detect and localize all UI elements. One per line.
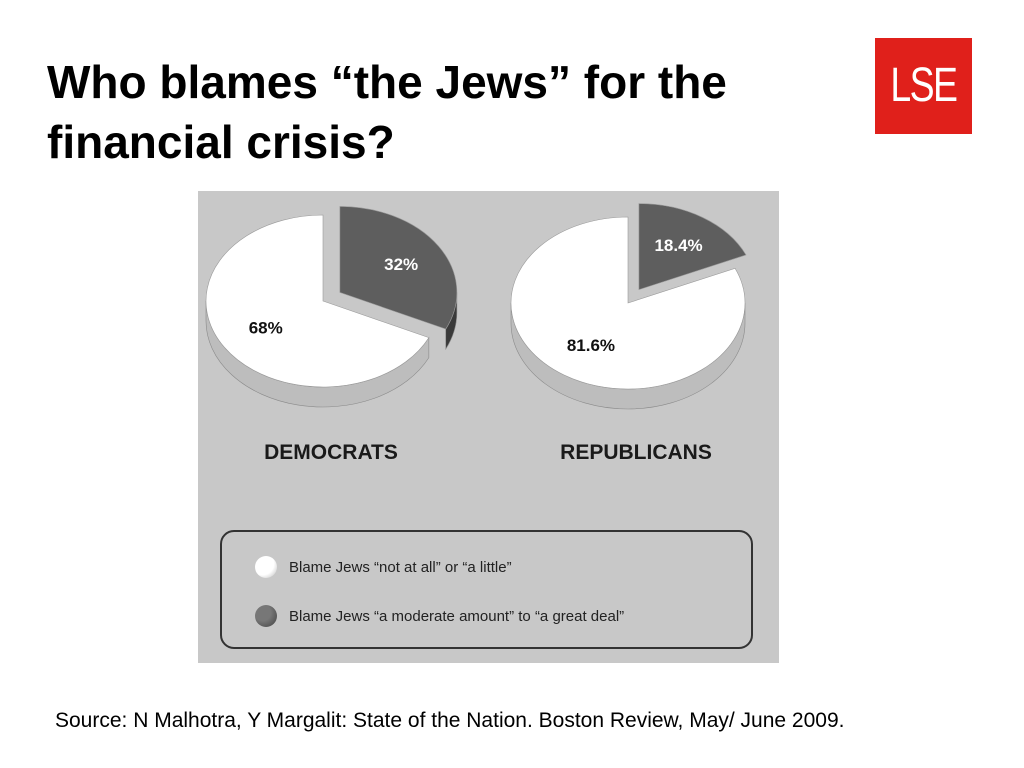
pie-charts-svg: 68% 32% DEMOCRATS 81.6% 18.4% REPUBLICANS bbox=[205, 203, 747, 464]
pie-slice-dark bbox=[339, 206, 458, 330]
pie-slice-label: 18.4% bbox=[654, 236, 702, 255]
pie-republicans: 81.6% 18.4% REPUBLICANS bbox=[510, 203, 747, 464]
legend-swatch-white bbox=[255, 556, 277, 578]
title-line-1: Who blames “the Jews” for the bbox=[47, 56, 727, 108]
pie-slice-label: 81.6% bbox=[567, 336, 615, 355]
pie-group-label: REPUBLICANS bbox=[560, 441, 712, 464]
pie-slice-label: 68% bbox=[249, 319, 283, 338]
pie-slice-dark bbox=[638, 203, 747, 291]
pie-slice-white bbox=[205, 214, 430, 388]
legend-item-not-at-all: Blame Jews “not at all” or “a little” bbox=[255, 556, 512, 578]
pie-group-label: DEMOCRATS bbox=[264, 441, 398, 464]
legend: Blame Jews “not at all” or “a little” Bl… bbox=[220, 530, 753, 649]
pie-slice-label: 32% bbox=[384, 255, 418, 274]
legend-swatch-dark bbox=[255, 605, 277, 627]
title-line-2: financial crisis? bbox=[47, 116, 395, 168]
legend-label-moderate: Blame Jews “a moderate amount” to “a gre… bbox=[289, 607, 625, 625]
lse-logo-text: LSE bbox=[890, 59, 958, 112]
pie-democrats: 68% 32% DEMOCRATS bbox=[205, 206, 458, 464]
legend-item-moderate: Blame Jews “a moderate amount” to “a gre… bbox=[255, 605, 624, 627]
slide-title: Who blames “the Jews” for the financial … bbox=[47, 52, 847, 172]
legend-label-not-at-all: Blame Jews “not at all” or “a little” bbox=[289, 558, 512, 576]
pie-slice-white bbox=[510, 216, 746, 390]
source-citation: Source: N Malhotra, Y Margalit: State of… bbox=[55, 709, 845, 732]
pie-chart-figure: 68% 32% DEMOCRATS 81.6% 18.4% REPUBLICANS Bla… bbox=[198, 191, 779, 663]
lse-logo: LSE bbox=[875, 38, 972, 134]
